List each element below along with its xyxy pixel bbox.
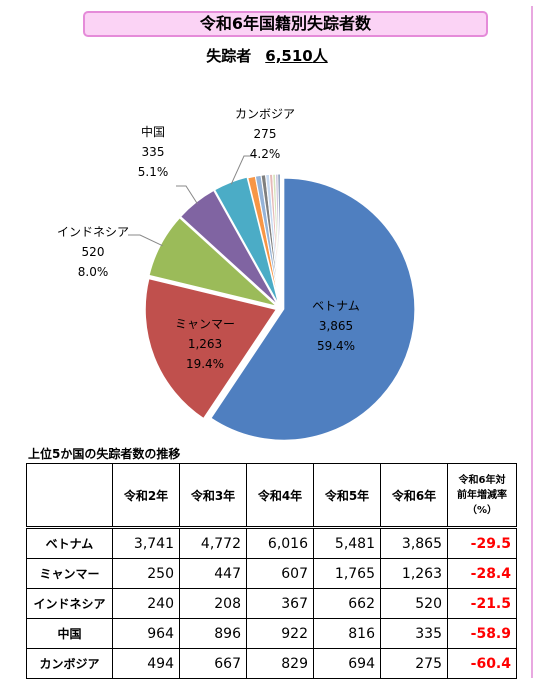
total-missing: 失踪者 6,510人: [0, 46, 534, 66]
header-change: 令和6年対 前年増減率 （%）: [447, 463, 517, 528]
table-row: ベトナム 3,741 4,772 6,016 5,481 3,865 -29.5: [26, 527, 517, 559]
value-cell: 3,741: [112, 527, 180, 559]
value-cell: 275: [380, 648, 448, 679]
table-row: カンボジア 494 667 829 694 275 -60.4: [26, 648, 517, 679]
pie-slice-other: [277, 173, 281, 306]
table-title: 上位5か国の失踪者数の推移: [28, 447, 181, 461]
pie-slice-vietnam: [210, 177, 416, 441]
slice-label-myanmar: ミャンマー 1,263 19.4%: [174, 317, 235, 371]
header-year: 令和6年: [380, 463, 448, 528]
page-side-rule: [531, 6, 533, 678]
value-cell: 667: [179, 648, 247, 679]
value-cell: 694: [313, 648, 381, 679]
table-row: ミャンマー 250 447 607 1,765 1,263 -28.4: [26, 558, 517, 589]
value-cell: 3,865: [380, 527, 448, 559]
value-cell: 5,481: [313, 527, 381, 559]
total-unit: 人: [312, 47, 328, 65]
value-cell: 447: [179, 558, 247, 589]
value-cell: 1,263: [380, 558, 448, 589]
country-cell: インドネシア: [26, 588, 113, 619]
table-row: 中国 964 896 922 816 335 -58.9: [26, 618, 517, 649]
pie-slice-cambodia: [214, 176, 280, 305]
value-cell: 607: [246, 558, 314, 589]
slice-label-vietnam: ベトナム 3,865 59.4%: [312, 299, 360, 353]
header-year: 令和4年: [246, 463, 314, 528]
leader-line-cambodia: [230, 155, 254, 185]
change-cell: -58.9: [447, 618, 517, 649]
leader-line-china: [176, 185, 198, 205]
header-year: 令和3年: [179, 463, 247, 528]
slice-label-china: 中国 335 5.1%: [137, 125, 169, 179]
value-cell: 520: [380, 588, 448, 619]
table-row: インドネシア 240 208 367 662 520 -21.5: [26, 588, 517, 619]
total-label: 失踪者: [206, 47, 252, 65]
country-cell: ミャンマー: [26, 558, 113, 589]
country-cell: ベトナム: [26, 527, 113, 559]
value-cell: 816: [313, 618, 381, 649]
value-cell: 896: [179, 618, 247, 649]
slice-label-indonesia: インドネシア 520 8.0%: [56, 225, 129, 279]
page-title: 令和6年国籍別失踪者数: [83, 11, 488, 37]
change-cell: -60.4: [447, 648, 517, 679]
country-cell: カンボジア: [26, 648, 113, 679]
slice-label-cambodia: カンボジア 275 4.2%: [234, 107, 295, 161]
value-cell: 922: [246, 618, 314, 649]
total-value: 6,510: [265, 47, 313, 65]
value-cell: 494: [112, 648, 180, 679]
table-header-row: 令和2年 令和3年 令和4年 令和5年 令和6年 令和6年対 前年増減率 （%）: [26, 463, 517, 528]
value-cell: 4,772: [179, 527, 247, 559]
header-year: 令和2年: [112, 463, 180, 528]
country-cell: 中国: [26, 618, 113, 649]
value-cell: 335: [380, 618, 448, 649]
value-cell: 1,765: [313, 558, 381, 589]
value-cell: 6,016: [246, 527, 314, 559]
pie-chart: [128, 155, 416, 441]
value-cell: 240: [112, 588, 180, 619]
change-cell: -29.5: [447, 527, 517, 559]
value-cell: 367: [246, 588, 314, 619]
leader-line-indonesia: [128, 234, 163, 247]
value-cell: 250: [112, 558, 180, 589]
header-corner: [26, 463, 113, 528]
change-cell: -21.5: [447, 588, 517, 619]
value-cell: 829: [246, 648, 314, 679]
header-year: 令和5年: [313, 463, 381, 528]
value-cell: 964: [112, 618, 180, 649]
value-cell: 208: [179, 588, 247, 619]
pie-slice-myanmar: [144, 278, 278, 420]
change-cell: -28.4: [447, 558, 517, 589]
trend-table: 令和2年 令和3年 令和4年 令和5年 令和6年 令和6年対 前年増減率 （%）…: [26, 463, 517, 679]
value-cell: 662: [313, 588, 381, 619]
